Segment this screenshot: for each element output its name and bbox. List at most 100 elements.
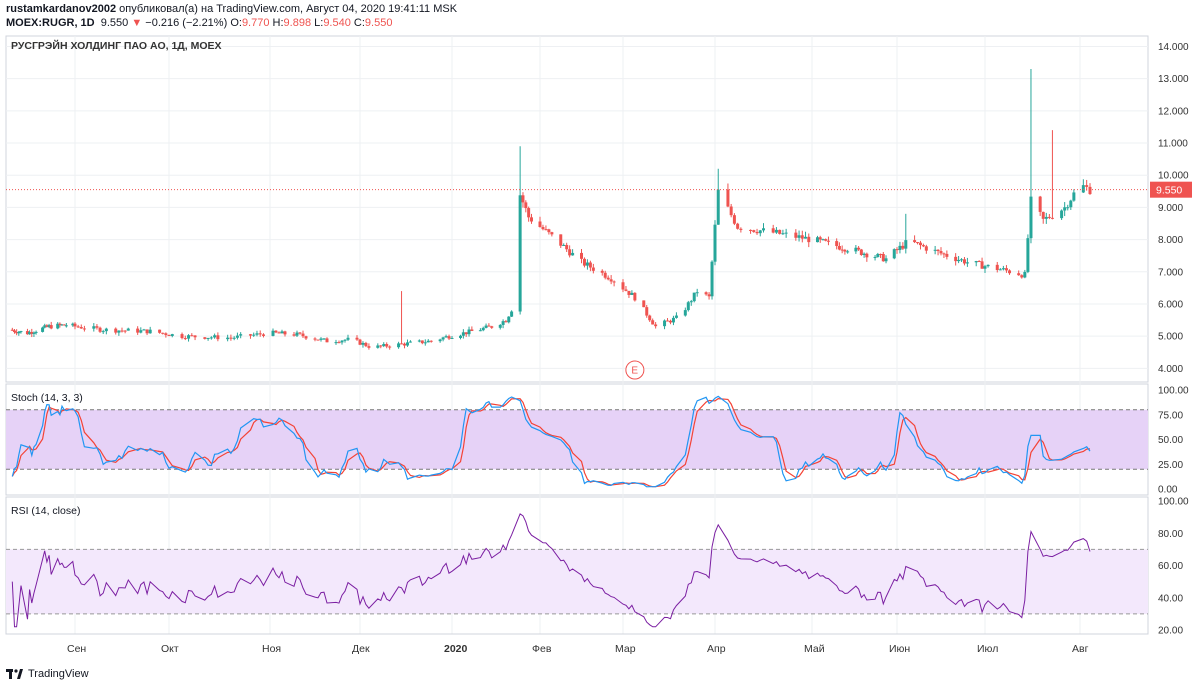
candle-body bbox=[977, 261, 981, 263]
candle-body bbox=[1017, 273, 1021, 276]
candle-body bbox=[438, 339, 442, 342]
candle-body bbox=[142, 329, 146, 331]
candle-body bbox=[854, 247, 858, 252]
candle-body bbox=[301, 333, 305, 337]
time-axis-label: Июн bbox=[889, 643, 910, 655]
candle-body bbox=[403, 343, 407, 346]
candle-body bbox=[340, 340, 344, 343]
open-label: O: bbox=[230, 17, 242, 29]
candle-body bbox=[580, 252, 583, 259]
rsi-line bbox=[11, 513, 1091, 628]
candle-body bbox=[470, 329, 474, 331]
symbol-label[interactable]: MOEX:RUGR, 1D bbox=[6, 17, 95, 29]
candle-body bbox=[936, 249, 940, 252]
candle-body bbox=[892, 249, 896, 259]
author-name[interactable]: rustamkardanov2002 bbox=[6, 3, 117, 15]
candle-body bbox=[857, 247, 861, 250]
candle-body bbox=[364, 342, 368, 347]
candle-body bbox=[447, 336, 451, 339]
candle-body bbox=[729, 206, 733, 216]
candle-body bbox=[183, 338, 187, 340]
candle-body bbox=[334, 342, 338, 344]
candle-body bbox=[710, 261, 714, 297]
candle-body bbox=[358, 339, 362, 345]
candle-body bbox=[835, 241, 839, 247]
candle-body bbox=[965, 262, 969, 264]
candle-body bbox=[92, 326, 96, 329]
candle-body bbox=[918, 242, 922, 246]
candle-body bbox=[942, 253, 946, 255]
candle-body bbox=[898, 245, 902, 250]
price-axis-label: 4.000 bbox=[1158, 364, 1183, 375]
close-label: C: bbox=[353, 17, 365, 29]
last-price-label: 9.550 bbox=[1156, 185, 1182, 197]
candle-body bbox=[752, 230, 756, 232]
candle-body bbox=[1066, 207, 1070, 209]
candle-body bbox=[397, 343, 401, 348]
candle-body bbox=[43, 325, 47, 328]
candle-body bbox=[444, 336, 448, 338]
time-axis-label: 2020 bbox=[444, 643, 468, 655]
time-axis-label: Июл bbox=[977, 643, 998, 655]
candle-body bbox=[739, 228, 743, 230]
candle-body bbox=[538, 221, 542, 228]
price-axis-label: 7.000 bbox=[1158, 267, 1183, 278]
candle-body bbox=[28, 331, 32, 335]
ohlc-legend: MOEX:RUGR, 1D 9.550 ▼ −0.216 (−2.21%) O:… bbox=[6, 17, 392, 29]
change-value: −0.216 (−2.21%) bbox=[145, 17, 228, 29]
candle-body bbox=[258, 333, 262, 335]
candle-body bbox=[778, 229, 782, 234]
stoch-pane-title[interactable]: Stoch (14, 3, 3) bbox=[11, 392, 83, 404]
candle-body bbox=[1069, 200, 1073, 208]
candle-body bbox=[319, 338, 323, 340]
candle-body bbox=[1023, 271, 1027, 278]
candle-body bbox=[481, 327, 485, 331]
candle-body bbox=[804, 236, 808, 239]
candle-body bbox=[71, 323, 75, 326]
stoch-axis-label: 75.00 bbox=[1158, 410, 1183, 421]
candle-body bbox=[316, 339, 320, 341]
candle-body bbox=[385, 344, 389, 347]
published-text: опубликовал(а) на TradingView.com, Авгус… bbox=[119, 3, 458, 15]
candle-body bbox=[206, 337, 210, 339]
candle-body bbox=[1001, 268, 1005, 270]
candle-body bbox=[862, 253, 866, 255]
candle-body bbox=[843, 249, 847, 252]
candle-body bbox=[983, 266, 987, 269]
candle-body bbox=[501, 321, 505, 325]
candle-body bbox=[79, 326, 83, 329]
candle-body bbox=[588, 262, 592, 268]
price-axis-label: 9.000 bbox=[1158, 203, 1183, 214]
time-axis-label: Фев bbox=[532, 643, 552, 655]
candle-body bbox=[547, 229, 551, 233]
candle-body bbox=[609, 279, 613, 282]
price-axis-label: 8.000 bbox=[1158, 235, 1183, 246]
candle-body bbox=[487, 325, 491, 327]
rsi-pane-title[interactable]: RSI (14, close) bbox=[11, 505, 81, 517]
candle-body bbox=[34, 331, 38, 333]
candle-body bbox=[881, 254, 885, 262]
rsi-axis-label: 80.00 bbox=[1158, 529, 1183, 540]
candle-body bbox=[467, 329, 471, 335]
candle-body bbox=[633, 292, 637, 301]
time-axis-label: Дек bbox=[352, 643, 370, 655]
candle-body bbox=[591, 267, 595, 271]
candle-body bbox=[355, 337, 359, 340]
price-axis-label: 5.000 bbox=[1158, 332, 1183, 343]
footer-brand[interactable]: TradingView bbox=[6, 668, 89, 680]
candle-body bbox=[818, 237, 822, 240]
candle-body bbox=[343, 339, 347, 341]
candle-body bbox=[749, 229, 753, 231]
price-axis-label: 14.000 bbox=[1158, 42, 1189, 53]
candle-body bbox=[229, 337, 233, 339]
candle-body bbox=[824, 239, 828, 241]
candle-body bbox=[1041, 211, 1045, 219]
time-axis-label: Мар bbox=[615, 643, 636, 655]
candle-body bbox=[895, 249, 899, 251]
candle-body bbox=[280, 331, 284, 334]
candle-body bbox=[478, 330, 482, 332]
earnings-marker-label: E bbox=[631, 366, 638, 377]
candle-body bbox=[1038, 196, 1042, 212]
candle-body bbox=[17, 331, 21, 334]
